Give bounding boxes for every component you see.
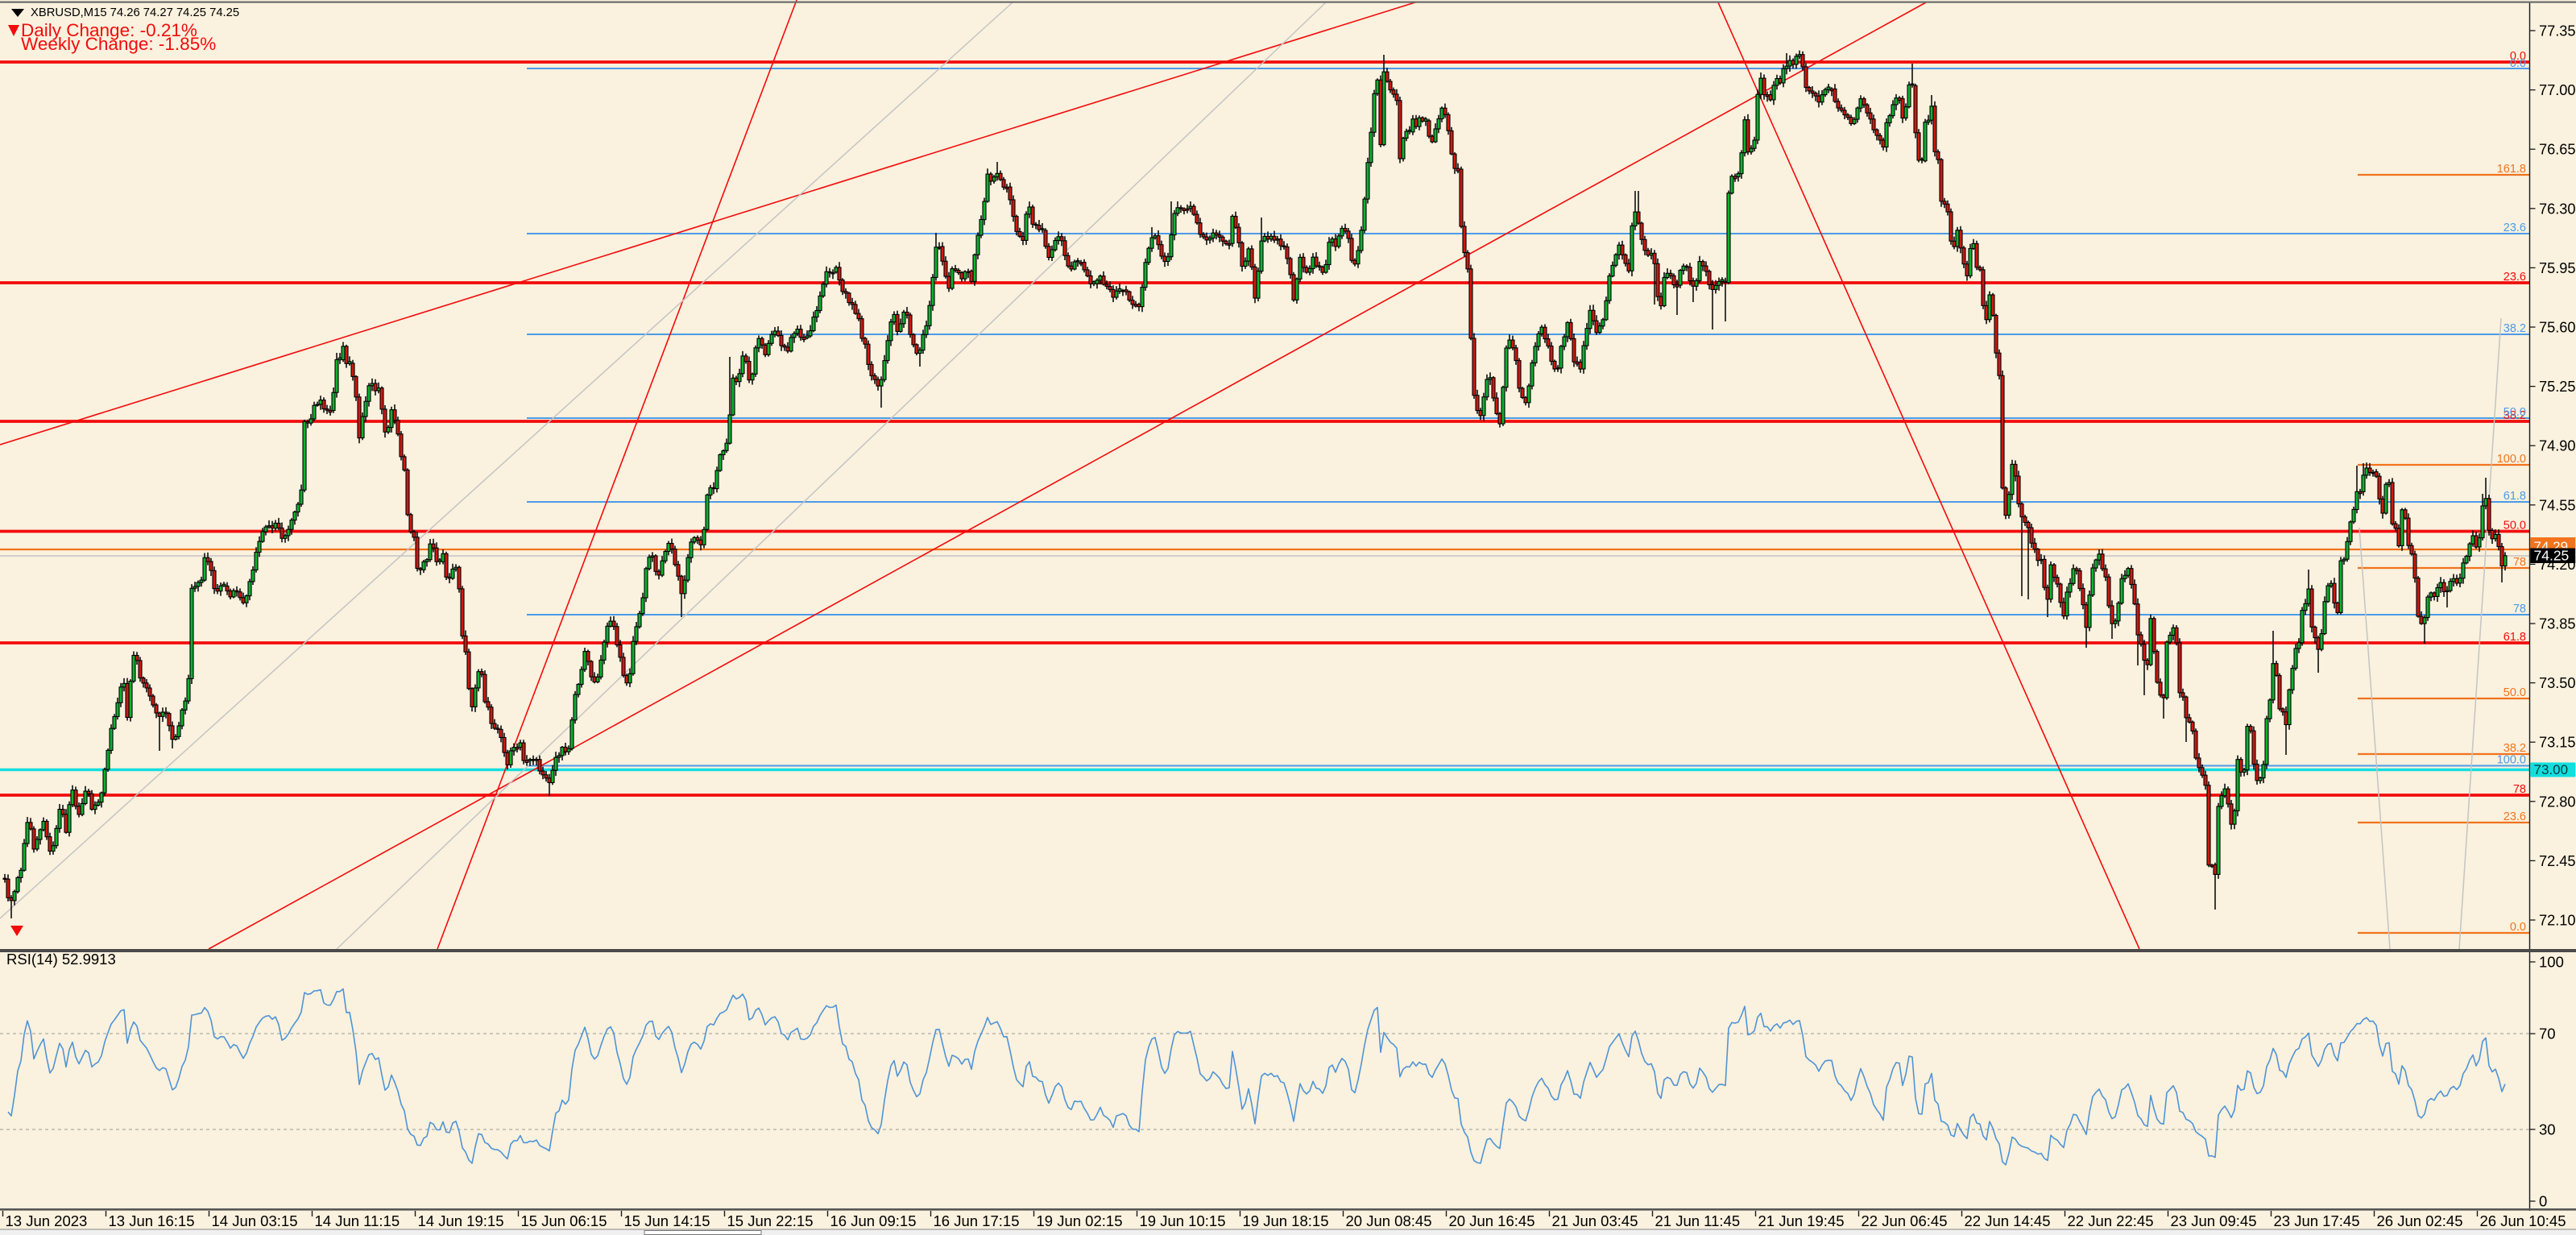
svg-text:161.8: 161.8 bbox=[2497, 163, 2526, 176]
svg-text:15 Jun 14:15: 15 Jun 14:15 bbox=[624, 1212, 710, 1229]
svg-text:13 Jun 16:15: 13 Jun 16:15 bbox=[109, 1212, 195, 1229]
svg-text:50.0: 50.0 bbox=[2504, 406, 2526, 419]
svg-text:19 Jun 02:15: 19 Jun 02:15 bbox=[1037, 1212, 1123, 1229]
svg-text:0: 0 bbox=[2539, 1193, 2547, 1210]
svg-text:0.0: 0.0 bbox=[2510, 921, 2526, 934]
svg-text:Weekly Change: -1.85%: Weekly Change: -1.85% bbox=[21, 34, 216, 54]
svg-text:RSI(14) 52.9913: RSI(14) 52.9913 bbox=[6, 951, 116, 968]
svg-text:20 Jun 16:45: 20 Jun 16:45 bbox=[1449, 1212, 1535, 1229]
svg-text:16 Jun 17:15: 16 Jun 17:15 bbox=[934, 1212, 1020, 1229]
svg-text:23 Jun 09:45: 23 Jun 09:45 bbox=[2171, 1212, 2257, 1229]
svg-text:23.6: 23.6 bbox=[2504, 271, 2526, 284]
svg-text:XBRUSD,M15 74.26 74.27 74.25: XBRUSD,M15 74.26 74.27 74.25 74.25 bbox=[31, 6, 239, 19]
svg-text:73.85: 73.85 bbox=[2539, 616, 2576, 632]
svg-text:76.30: 76.30 bbox=[2539, 201, 2576, 217]
svg-text:50.0: 50.0 bbox=[2504, 520, 2526, 533]
svg-text:22 Jun 22:45: 22 Jun 22:45 bbox=[2068, 1212, 2154, 1229]
svg-text:74.25: 74.25 bbox=[2534, 548, 2570, 564]
svg-text:100.0: 100.0 bbox=[2497, 453, 2526, 466]
svg-text:75.60: 75.60 bbox=[2539, 320, 2576, 336]
svg-text:78: 78 bbox=[2513, 783, 2526, 796]
svg-text:0.0: 0.0 bbox=[2510, 57, 2526, 70]
svg-text:38.2: 38.2 bbox=[2504, 322, 2526, 335]
svg-text:20 Jun 08:45: 20 Jun 08:45 bbox=[1346, 1212, 1432, 1229]
svg-text:100: 100 bbox=[2539, 954, 2564, 971]
svg-text:76.65: 76.65 bbox=[2539, 142, 2576, 158]
svg-text:30: 30 bbox=[2539, 1121, 2556, 1138]
svg-text:13 Jun 2023: 13 Jun 2023 bbox=[6, 1212, 88, 1229]
svg-text:75.95: 75.95 bbox=[2539, 260, 2576, 276]
svg-text:26 Jun 10:45: 26 Jun 10:45 bbox=[2480, 1212, 2566, 1229]
svg-text:50.0: 50.0 bbox=[2504, 686, 2526, 699]
svg-text:Daily Change: -0.21%: Daily Change: -0.21% bbox=[21, 20, 197, 40]
svg-text:61.8: 61.8 bbox=[2504, 490, 2526, 503]
svg-text:72.10: 72.10 bbox=[2539, 913, 2576, 929]
svg-text:73.15: 73.15 bbox=[2539, 735, 2576, 751]
svg-text:21 Jun 19:45: 21 Jun 19:45 bbox=[1758, 1212, 1845, 1229]
svg-text:72.45: 72.45 bbox=[2539, 853, 2576, 869]
svg-text:19 Jun 18:15: 19 Jun 18:15 bbox=[1243, 1212, 1329, 1229]
svg-text:73.50: 73.50 bbox=[2539, 675, 2576, 691]
svg-text:72.80: 72.80 bbox=[2539, 794, 2576, 810]
svg-text:14 Jun 11:15: 14 Jun 11:15 bbox=[315, 1212, 400, 1229]
svg-text:77.00: 77.00 bbox=[2539, 82, 2576, 98]
svg-text:0.0: 0.0 bbox=[2510, 50, 2526, 63]
svg-text:38.2: 38.2 bbox=[2504, 409, 2526, 422]
svg-text:22 Jun 14:45: 22 Jun 14:45 bbox=[1965, 1212, 2051, 1229]
svg-text:16 Jun 09:15: 16 Jun 09:15 bbox=[830, 1212, 917, 1229]
svg-text:74.55: 74.55 bbox=[2539, 497, 2576, 513]
svg-text:15 Jun 06:15: 15 Jun 06:15 bbox=[521, 1212, 607, 1229]
svg-text:73.00: 73.00 bbox=[2534, 762, 2569, 777]
svg-text:100.0: 100.0 bbox=[2497, 754, 2526, 767]
svg-text:78: 78 bbox=[2513, 603, 2526, 615]
svg-text:61.8: 61.8 bbox=[2504, 631, 2526, 644]
svg-text:70: 70 bbox=[2539, 1026, 2556, 1042]
svg-text:74.90: 74.90 bbox=[2539, 438, 2576, 454]
svg-text:19 Jun 10:15: 19 Jun 10:15 bbox=[1140, 1212, 1226, 1229]
svg-text:26 Jun 02:45: 26 Jun 02:45 bbox=[2377, 1212, 2463, 1229]
svg-text:75.25: 75.25 bbox=[2539, 379, 2576, 395]
svg-text:15 Jun 22:15: 15 Jun 22:15 bbox=[727, 1212, 814, 1229]
svg-text:21 Jun 11:45: 21 Jun 11:45 bbox=[1655, 1212, 1741, 1229]
svg-text:77.35: 77.35 bbox=[2539, 23, 2576, 39]
svg-text:14 Jun 19:15: 14 Jun 19:15 bbox=[418, 1212, 504, 1229]
svg-text:23 Jun 17:45: 23 Jun 17:45 bbox=[2274, 1212, 2360, 1229]
svg-text:22 Jun 06:45: 22 Jun 06:45 bbox=[1862, 1212, 1948, 1229]
svg-text:23.6: 23.6 bbox=[2504, 222, 2526, 234]
svg-text:38.2: 38.2 bbox=[2504, 742, 2526, 755]
svg-text:23.6: 23.6 bbox=[2504, 810, 2526, 823]
svg-text:21 Jun 03:45: 21 Jun 03:45 bbox=[1552, 1212, 1638, 1229]
svg-text:78: 78 bbox=[2513, 556, 2526, 569]
svg-text:14 Jun 03:15: 14 Jun 03:15 bbox=[212, 1212, 298, 1229]
